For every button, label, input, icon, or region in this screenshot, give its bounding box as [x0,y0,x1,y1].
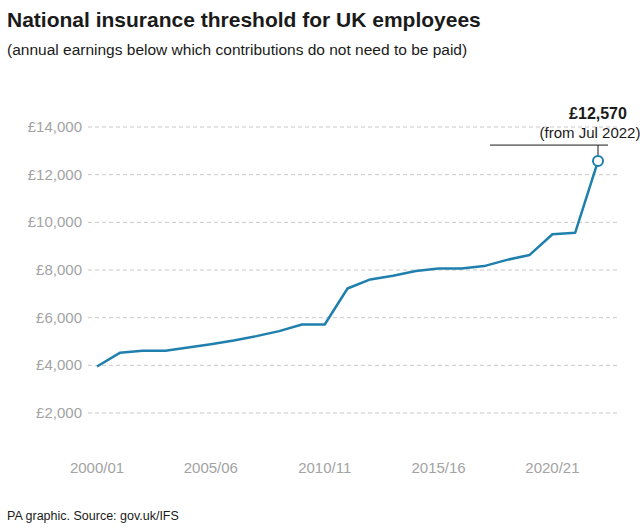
y-tick-label: £2,000 [36,404,82,421]
subtitle: (annual earnings below which contributio… [7,41,467,58]
source: PA graphic. Source: gov.uk/IFS [7,509,179,523]
y-tick-label: £14,000 [28,118,82,135]
x-tick-label: 2000/01 [70,459,124,476]
annotation-note: (from Jul 2022) [540,124,640,141]
grid-line [88,413,620,414]
x-tick-label: 2010/11 [298,459,351,476]
grid-line [88,222,620,223]
chart: National insurance threshold for UK empl… [0,0,640,532]
data-line [97,161,598,366]
grid-line [88,174,620,175]
annotation-label: £12,570 [569,105,627,122]
annotation-marker [593,156,603,166]
y-tick-label: £4,000 [36,356,82,373]
y-tick-label: £10,000 [28,213,82,230]
y-tick-label: £6,000 [36,309,82,326]
grid-line [88,317,620,318]
grid-line [88,270,620,271]
plot-area [97,161,598,366]
grid-line [88,365,620,366]
y-tick-label: £12,000 [28,166,82,183]
x-tick-label: 2005/06 [184,459,238,476]
annotation-leader [598,145,599,155]
x-tick-label: 2015/16 [411,459,465,476]
x-tick-label: 2020/21 [525,459,579,476]
title: National insurance threshold for UK empl… [7,8,481,31]
annotation-rule [490,145,608,146]
y-tick-label: £8,000 [36,261,82,278]
